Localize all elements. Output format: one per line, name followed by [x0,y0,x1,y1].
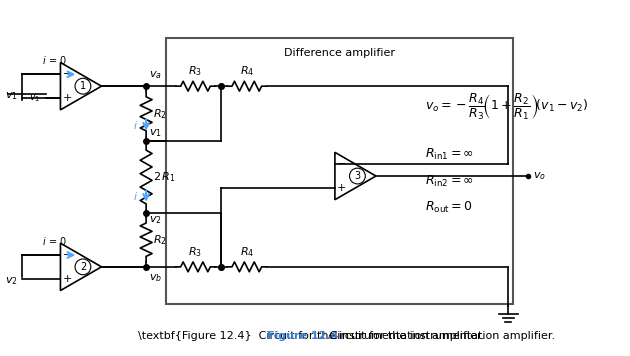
Text: $R_4$: $R_4$ [239,64,254,78]
Text: +: + [337,183,346,193]
Text: $v_o = -\dfrac{R_4}{R_3}\!\left(1+\dfrac{R_2}{R_1}\right)\!(v_1 - v_2)$: $v_o = -\dfrac{R_4}{R_3}\!\left(1+\dfrac… [425,92,588,122]
Text: $i\,=\,0$: $i\,=\,0$ [42,54,67,67]
Text: Figure 12.4: Figure 12.4 [266,331,338,341]
Text: $R_2$: $R_2$ [153,233,167,247]
Text: +: + [62,93,72,103]
Text: 1: 1 [80,81,86,91]
Text: $v_o$: $v_o$ [533,170,546,182]
Text: Difference amplifier: Difference amplifier [284,48,395,58]
Text: $v_b$: $v_b$ [149,272,162,284]
Text: $R_{\mathrm{in1}} = \infty$: $R_{\mathrm{in1}} = \infty$ [425,147,474,162]
Bar [166,38,513,304]
Text: $R_3$: $R_3$ [188,64,202,78]
Text: \textbf{Figure 12.4}  Circuit for the instrumentation amplifier.: \textbf{Figure 12.4} Circuit for the ins… [138,331,484,341]
Text: $R_{\mathrm{out}} = 0$: $R_{\mathrm{out}} = 0$ [425,200,472,215]
Text: −: − [62,69,72,79]
Text: $i$: $i$ [133,119,138,131]
Text: $v_2$: $v_2$ [149,215,162,226]
Text: $i\,=\,0$: $i\,=\,0$ [42,235,67,247]
Text: 3: 3 [354,171,360,181]
Text: $R_{\mathrm{in2}} = \infty$: $R_{\mathrm{in2}} = \infty$ [425,173,474,189]
Text: +: + [62,274,72,284]
Text: Circuit for the instrumentation amplifier.: Circuit for the instrumentation amplifie… [326,331,555,341]
Text: $v_{2}$: $v_{2}$ [5,275,18,287]
Text: $v_{1}$: $v_{1}$ [5,90,18,102]
Text: $v_1$: $v_1$ [30,92,41,104]
Text: −: − [337,159,346,169]
Text: $2\,R_1$: $2\,R_1$ [153,170,176,184]
Text: $v_1$: $v_1$ [149,128,162,140]
Text: $R_4$: $R_4$ [239,245,254,259]
Text: $R_3$: $R_3$ [188,245,202,259]
Text: $R_2$: $R_2$ [153,107,167,121]
Text: $v_a$: $v_a$ [149,69,162,81]
Text: 2: 2 [80,262,86,272]
Text: −: − [62,250,72,260]
Text: $i$: $i$ [133,190,138,202]
